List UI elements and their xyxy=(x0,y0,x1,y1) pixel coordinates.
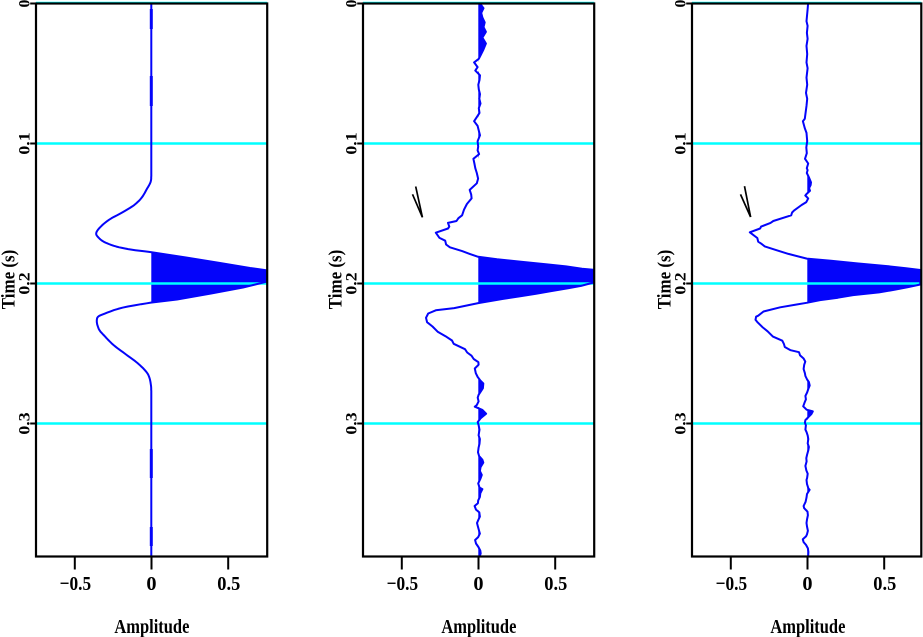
svg-text:0.1: 0.1 xyxy=(17,132,34,154)
svg-text:−0.5: −0.5 xyxy=(387,573,419,595)
svg-text:0.3: 0.3 xyxy=(344,412,361,434)
svg-text:−0.5: −0.5 xyxy=(716,573,748,595)
svg-text:Amplitude: Amplitude xyxy=(441,616,516,637)
svg-text:Time (s): Time (s) xyxy=(325,250,346,310)
svg-text:0.1: 0.1 xyxy=(344,132,361,154)
svg-text:Amplitude: Amplitude xyxy=(770,616,845,637)
svg-text:Time (s): Time (s) xyxy=(654,250,675,310)
svg-text:0: 0 xyxy=(344,0,361,7)
svg-text:Time (s): Time (s) xyxy=(0,250,19,310)
svg-text:0: 0 xyxy=(146,573,156,595)
svg-text:0: 0 xyxy=(673,0,690,7)
svg-text:0.2: 0.2 xyxy=(673,272,690,294)
svg-text:0.5: 0.5 xyxy=(217,573,240,595)
svg-text:0: 0 xyxy=(802,573,812,595)
svg-text:0: 0 xyxy=(17,0,34,7)
svg-text:0.3: 0.3 xyxy=(17,412,34,434)
svg-text:0.5: 0.5 xyxy=(873,573,896,595)
svg-text:0: 0 xyxy=(473,573,483,595)
svg-text:0.3: 0.3 xyxy=(673,412,690,434)
svg-text:0.2: 0.2 xyxy=(344,272,361,294)
svg-text:0.5: 0.5 xyxy=(544,573,567,595)
svg-text:0.1: 0.1 xyxy=(673,132,690,154)
svg-text:−0.5: −0.5 xyxy=(60,573,92,595)
svg-text:Amplitude: Amplitude xyxy=(114,616,189,637)
svg-text:0.2: 0.2 xyxy=(17,272,34,294)
